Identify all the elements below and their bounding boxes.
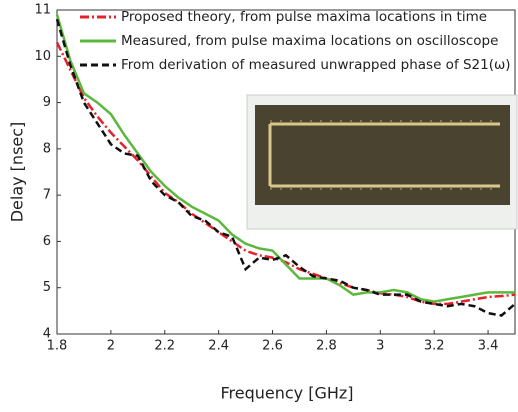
series-line	[55, 18, 516, 317]
y-tick-label: 8	[43, 141, 51, 156]
x-tick-label: 3.2	[424, 339, 445, 354]
y-tick-label: 9	[43, 95, 51, 110]
inset-photo	[246, 94, 518, 230]
y-tick-label: 5	[43, 280, 51, 295]
x-tick-label: 2.8	[316, 339, 337, 354]
y-tick-label: 11	[34, 3, 51, 18]
y-tick-label: 7	[43, 188, 51, 203]
series-line	[55, 14, 515, 303]
x-axis-title: Frequency [GHz]	[220, 384, 353, 403]
y-tick-label: 10	[34, 49, 51, 64]
x-tick-label: 2.4	[208, 339, 229, 354]
legend-label: From derivation of measured unwrapped ph…	[121, 57, 511, 73]
x-tick-label: 1.8	[47, 339, 68, 354]
legend-label: Proposed theory, from pulse maxima locat…	[121, 9, 487, 25]
x-tick-label: 3	[376, 339, 384, 354]
x-tick-label: 2.2	[154, 339, 175, 354]
legend-label: Measured, from pulse maxima locations on…	[121, 33, 498, 49]
y-axis-title: Delay [nsec]	[8, 122, 27, 223]
series-line	[55, 41, 516, 306]
y-tick-label: 4	[43, 327, 51, 342]
x-tick-label: 2	[107, 339, 115, 354]
x-tick-label: 2.6	[262, 339, 283, 354]
x-tick-label: 3.4	[478, 339, 499, 354]
y-tick-label: 6	[43, 234, 51, 249]
